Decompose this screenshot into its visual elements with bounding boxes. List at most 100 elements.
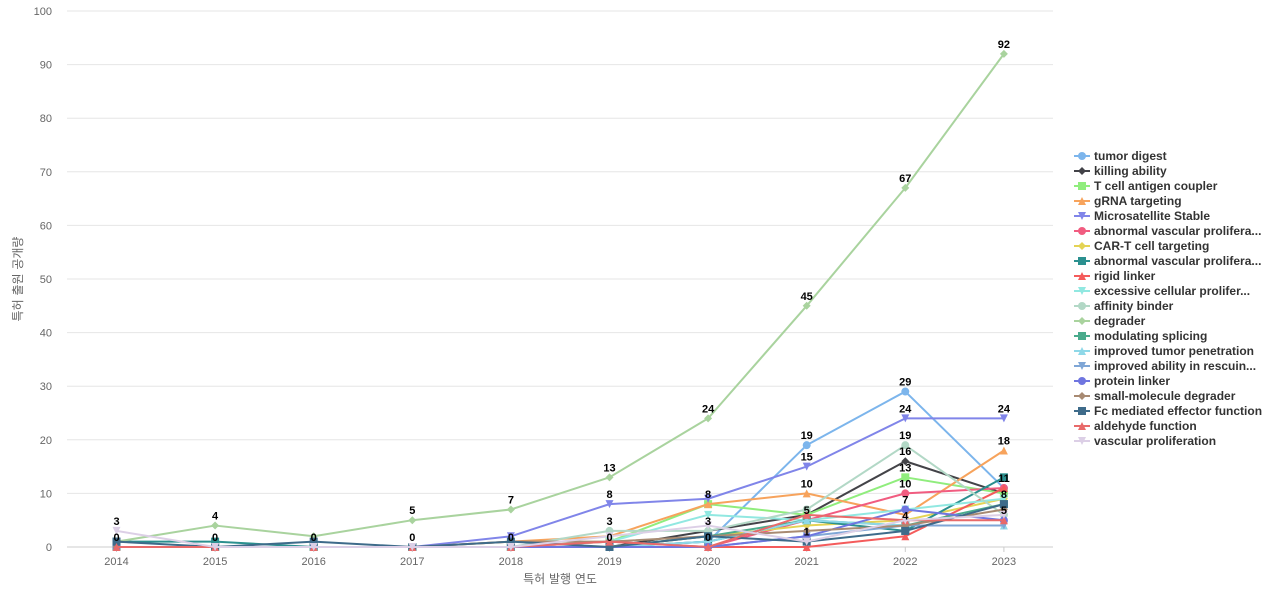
legend-item[interactable]: modulating splicing xyxy=(1074,329,1207,343)
data-point xyxy=(211,543,220,551)
grid xyxy=(67,10,1053,548)
x-tick-label: 2020 xyxy=(696,556,720,568)
legend-label: T cell antigen coupler xyxy=(1094,179,1218,193)
x-tick-label: 2023 xyxy=(992,556,1016,568)
data-point xyxy=(802,510,811,519)
data-point xyxy=(901,183,910,192)
data-label: 24 xyxy=(702,403,715,415)
series-4 xyxy=(112,414,1008,551)
data-point xyxy=(802,489,811,498)
legend-marker xyxy=(1078,377,1086,385)
data-point xyxy=(999,414,1008,423)
data-point xyxy=(112,543,121,551)
legend-item[interactable]: abnormal vascular prolifera... xyxy=(1074,254,1261,268)
data-point xyxy=(802,462,811,471)
data-point xyxy=(901,532,910,541)
legend-item[interactable]: CAR-T cell targeting xyxy=(1074,239,1209,253)
data-point xyxy=(605,500,614,509)
legend-label: improved tumor penetration xyxy=(1094,344,1254,358)
data-point xyxy=(309,537,318,546)
legend-item[interactable]: gRNA targeting xyxy=(1074,194,1182,208)
legend-marker xyxy=(1078,167,1086,175)
legend-item[interactable]: abnormal vascular prolifera... xyxy=(1074,224,1261,238)
legend-item[interactable]: tumor digest xyxy=(1074,149,1167,163)
data-label: 18 xyxy=(998,436,1010,448)
legend-item[interactable]: small-molecule degrader xyxy=(1074,389,1236,403)
data-point xyxy=(506,537,515,546)
data-point xyxy=(506,532,515,541)
legend-item[interactable]: improved ability in rescuin... xyxy=(1074,359,1256,373)
y-tick-label: 20 xyxy=(40,435,52,447)
legend-item[interactable]: excessive cellular prolifer... xyxy=(1074,284,1250,298)
data-point xyxy=(704,500,713,509)
data-label: 0 xyxy=(212,532,218,544)
series-line xyxy=(116,53,1005,543)
data-label: 1 xyxy=(804,527,810,539)
legend-label: small-molecule degrader xyxy=(1094,389,1236,403)
legend-item[interactable]: T cell antigen coupler xyxy=(1074,179,1218,193)
data-label: 19 xyxy=(801,430,813,442)
data-label: 8 xyxy=(606,489,612,501)
y-axis: 0 10 20 30 40 50 60 70 80 90 100 xyxy=(34,6,52,554)
data-point xyxy=(506,505,515,514)
series-11 xyxy=(112,49,1008,546)
legend-marker xyxy=(1078,362,1086,370)
data-label: 10 xyxy=(801,478,813,490)
x-tick-label: 2022 xyxy=(893,556,917,568)
x-tick-label: 2014 xyxy=(104,556,128,568)
legend-item[interactable]: killing ability xyxy=(1074,164,1167,178)
data-label: 8 xyxy=(705,489,711,501)
data-point xyxy=(704,494,713,503)
data-point xyxy=(901,489,910,498)
legend-item[interactable]: Fc mediated effector function xyxy=(1074,404,1262,418)
data-point xyxy=(901,414,910,423)
legend-item[interactable]: protein linker xyxy=(1074,374,1170,388)
legend-marker xyxy=(1078,272,1086,280)
data-label: 13 xyxy=(603,462,615,474)
data-point xyxy=(112,537,121,546)
x-tick-label: 2021 xyxy=(794,556,818,568)
data-label: 7 xyxy=(902,494,908,506)
legend-item[interactable]: aldehyde function xyxy=(1074,419,1197,433)
legend-item[interactable]: degrader xyxy=(1074,314,1146,328)
data-point xyxy=(999,500,1008,509)
legend-item[interactable]: affinity binder xyxy=(1074,299,1174,313)
legend-marker xyxy=(1078,407,1086,415)
data-point xyxy=(605,543,614,551)
y-tick-label: 60 xyxy=(40,220,52,232)
legend-marker xyxy=(1078,332,1086,340)
legend-item[interactable]: Microsatellite Stable xyxy=(1074,209,1210,223)
legend-item[interactable]: vascular proliferation xyxy=(1074,434,1216,448)
data-point xyxy=(901,516,910,525)
data-point xyxy=(999,446,1008,455)
y-tick-label: 40 xyxy=(40,328,52,340)
data-point xyxy=(999,494,1008,503)
legend-label: protein linker xyxy=(1094,374,1170,388)
data-point xyxy=(901,441,910,450)
legend-item[interactable]: rigid linker xyxy=(1074,269,1156,283)
x-tick-label: 2017 xyxy=(400,556,424,568)
data-point xyxy=(999,489,1008,498)
data-point xyxy=(999,484,1008,493)
y-tick-label: 30 xyxy=(40,381,52,393)
x-axis: 2014 2015 2016 2017 2018 2019 2020 2021 2022 2023 xyxy=(104,547,1016,568)
legend-label: modulating splicing xyxy=(1094,329,1207,343)
legend-label: abnormal vascular prolifera... xyxy=(1094,224,1261,238)
legend-item[interactable]: improved tumor penetration xyxy=(1074,344,1254,358)
data-label: 0 xyxy=(508,532,514,544)
legend-label: Microsatellite Stable xyxy=(1094,209,1210,223)
y-tick-label: 80 xyxy=(40,113,52,125)
data-label: 5 xyxy=(804,505,810,517)
data-point xyxy=(309,543,318,551)
data-point xyxy=(211,521,220,530)
legend-marker xyxy=(1078,422,1086,430)
series-line xyxy=(116,476,1005,548)
legend-label: killing ability xyxy=(1094,164,1167,178)
data-point xyxy=(802,301,811,310)
y-tick-label: 50 xyxy=(40,274,52,286)
data-point xyxy=(704,521,713,530)
legend-label: aldehyde function xyxy=(1094,419,1197,433)
series-group xyxy=(112,49,1008,551)
x-tick-label: 2015 xyxy=(203,556,227,568)
